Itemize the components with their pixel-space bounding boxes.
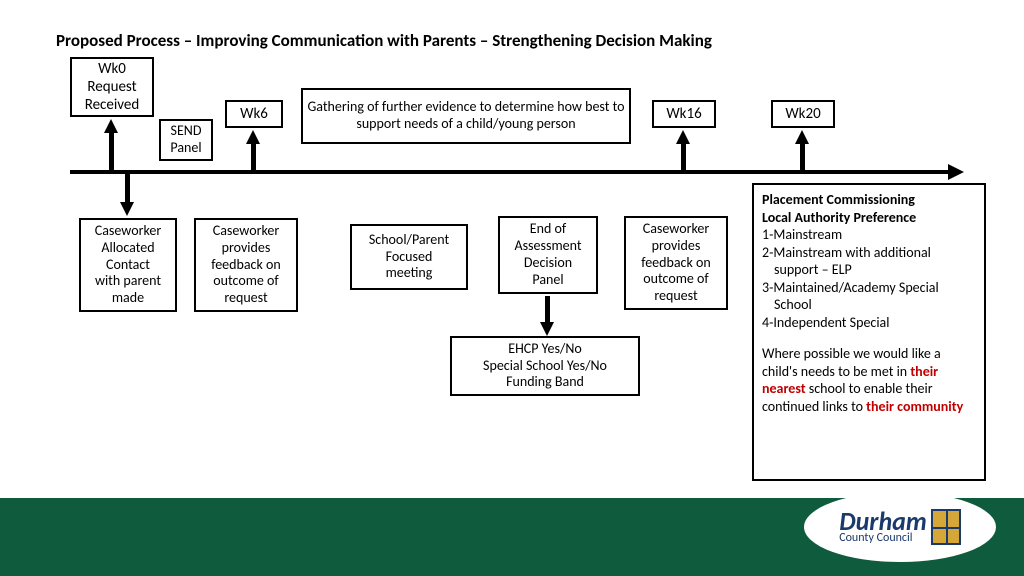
box-send-panel: SEND Panel [159,119,213,161]
panel-item-1: 1-Mainstream [762,226,976,244]
box-gathering: Gathering of further evidence to determi… [301,88,631,144]
arrow-up-wk0 [109,131,114,170]
arrow-down-ehcp [545,296,550,324]
arrow-up-wk16 [681,142,686,170]
arrow-up-wk6-head [246,130,260,144]
box-wk0: Wk0 Request Received [70,57,154,117]
timeline-arrowhead [948,164,964,180]
box-end-of-assessment: End of Assessment Decision Panel [498,216,598,294]
arrow-up-wk0-head [104,119,118,133]
panel-paragraph: Where possible we would like a child's n… [762,345,976,415]
panel-item-4: 4-Independent Special [762,314,976,332]
box-wk16: Wk16 [652,100,716,128]
box-caseworker-feedback-2: Caseworker provides feedback on outcome … [624,216,728,310]
arrow-up-wk6 [251,142,256,170]
box-caseworker-allocated: Caseworker Allocated Contact with parent… [79,218,177,312]
arrow-down-caseworker-head [120,202,134,216]
placement-panel: Placement Commissioning Local Authority … [752,183,986,481]
page-title: Proposed Process – Improving Communicati… [56,30,712,51]
box-school-parent-meeting: School/Parent Focused meeting [350,224,468,290]
box-wk20: Wk20 [771,100,835,128]
panel-item-2: 2-Mainstream with additional support – E… [762,244,976,279]
arrow-up-wk20 [800,142,805,170]
timeline-axis [70,170,950,174]
arrow-down-caseworker [125,174,130,204]
box-caseworker-feedback-1: Caseworker provides feedback on outcome … [194,218,298,312]
box-wk6: Wk6 [225,100,283,128]
crest-icon [931,509,961,545]
panel-heading-2: Local Authority Preference [762,209,976,227]
panel-item-3: 3-Maintained/Academy Special School [762,279,976,314]
panel-heading-1: Placement Commissioning [762,191,976,209]
logo-name: Durham [839,510,927,533]
arrow-up-wk20-head [795,130,809,144]
durham-logo: Durham County Council [804,492,996,562]
arrow-down-ehcp-head [540,322,554,336]
arrow-up-wk16-head [676,130,690,144]
box-ehcp: EHCP Yes/No Special School Yes/No Fundin… [450,336,640,396]
